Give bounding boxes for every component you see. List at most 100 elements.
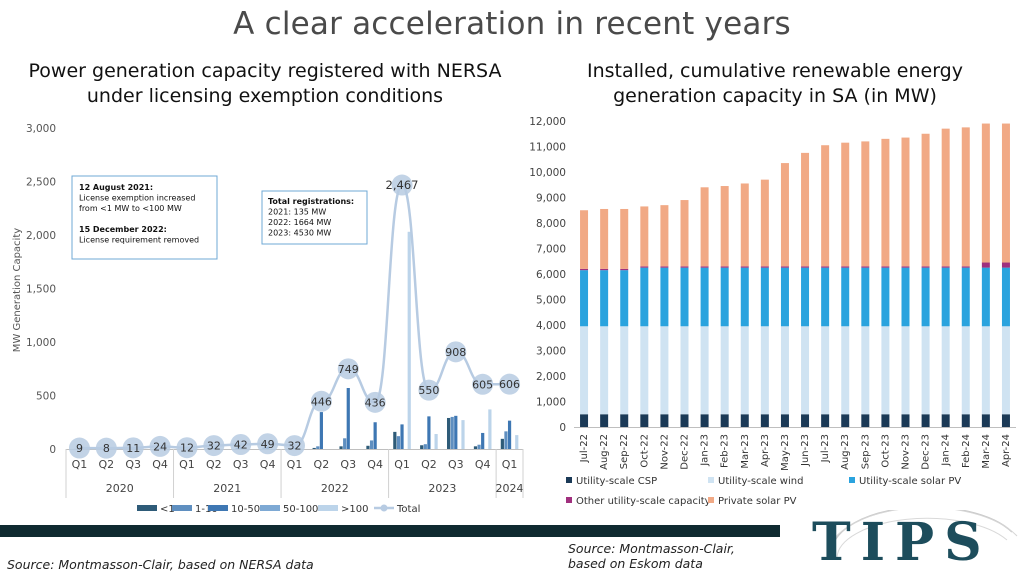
left-x-tick-label: Q1 (179, 458, 195, 471)
right-stacked-bar-segment (801, 326, 810, 415)
right-stacked-bar-segment (921, 326, 930, 415)
footer-bar (0, 525, 780, 537)
left-x-tick-label: Q2 (314, 458, 330, 471)
right-y-tick-label: 0 (559, 422, 566, 434)
left-legend-swatch (137, 505, 157, 511)
right-stacked-bar-segment (760, 179, 769, 267)
right-stacked-bar-segment (660, 267, 669, 327)
right-stacked-bar-segment (680, 267, 689, 327)
right-stacked-bar-segment (881, 267, 890, 327)
right-legend-swatch (708, 477, 714, 483)
right-stacked-bar-segment (901, 267, 910, 327)
left-total-marker (472, 373, 494, 395)
right-x-tick-label: Mar-24 (981, 434, 992, 469)
right-stacked-bar-segment (580, 268, 589, 271)
left-y-axis-label: MW Generation Capacity (12, 228, 23, 352)
right-stacked-bar-segment (700, 267, 709, 327)
right-stacked-bar-segment (600, 270, 609, 327)
left-total-marker (391, 174, 413, 196)
left-total-data-label: 8 (103, 442, 110, 455)
right-stacked-bar-segment (921, 266, 930, 268)
left-x-tick-label: Q3 (233, 458, 249, 471)
right-stacked-bar-segment (921, 267, 930, 327)
right-stacked-bar-segment (981, 267, 990, 327)
right-stacked-bar-segment (941, 326, 950, 415)
left-y-tick-label: 2,500 (26, 177, 56, 189)
right-stacked-bar-segment (961, 414, 970, 427)
right-stacked-bar-segment (841, 414, 850, 427)
left-bar (312, 447, 316, 449)
slide-title: A clear acceleration in recent years (233, 6, 791, 42)
left-total-marker (203, 435, 225, 457)
source-right: Source: Montmasson-Clair, based on Eskom… (568, 541, 735, 571)
left-bar (507, 420, 512, 449)
right-stacked-bar-segment (780, 326, 789, 415)
right-x-tick-label: Sep-22 (619, 434, 630, 469)
right-stacked-bar-segment (700, 187, 709, 267)
right-stacked-bar-segment (600, 208, 609, 269)
right-stacked-bar-segment (600, 326, 609, 415)
left-bar (393, 431, 397, 449)
right-x-tick-label: Oct-23 (880, 434, 891, 468)
right-stacked-bar-segment (740, 183, 749, 267)
right-stacked-bar-segment (821, 266, 830, 268)
right-stacked-bar-segment (640, 266, 649, 268)
left-bar (450, 416, 454, 449)
right-stacked-bar-segment (921, 133, 930, 267)
right-stacked-bar-segment (640, 414, 649, 427)
right-stacked-bar-segment (1001, 262, 1010, 268)
right-stacked-bar-segment (620, 208, 629, 269)
right-y-tick-label: 9,000 (536, 193, 566, 205)
right-stacked-bar-segment (620, 414, 629, 427)
left-total-data-label: 749 (338, 363, 359, 376)
right-stacked-bar-segment (961, 267, 970, 327)
right-stacked-bar-segment (821, 414, 830, 427)
left-bar (319, 412, 323, 449)
right-legend-label: Utility-scale solar PV (859, 476, 961, 487)
left-x-tick-label: Q4 (475, 458, 491, 471)
left-total-marker (95, 437, 117, 459)
left-bar (434, 434, 438, 449)
left-x-tick-label: Q1 (502, 458, 518, 471)
right-stacked-bar-segment (961, 326, 970, 415)
right-stacked-bar-segment (881, 138, 890, 267)
right-stacked-bar-segment (1001, 326, 1010, 415)
left-bar (316, 446, 320, 449)
left-x-tick-label: Q1 (72, 458, 88, 471)
left-bar (369, 440, 374, 449)
right-x-tick-label: Aug-22 (599, 434, 610, 470)
right-stacked-bar-segment (660, 414, 669, 427)
right-stacked-bar-segment (740, 326, 749, 415)
right-y-tick-label: 1,000 (536, 397, 566, 409)
right-stacked-bar-segment (740, 414, 749, 427)
left-bar (373, 422, 377, 449)
right-x-tick-label: Mar-23 (740, 434, 751, 469)
left-total-marker (68, 437, 90, 459)
tips-logo (826, 510, 1018, 559)
right-x-tick-label: Nov-22 (659, 434, 670, 470)
left-bar (461, 420, 465, 449)
left-y-tick-label: 0 (49, 444, 56, 456)
left-annotation-text: 2023: 4530 MW (268, 229, 331, 238)
left-annotation-box (71, 175, 218, 260)
left-total-data-label: 49 (261, 438, 275, 451)
right-x-tick-label: May-23 (780, 434, 791, 471)
left-total-data-label: 605 (472, 378, 493, 391)
right-y-tick-label: 11,000 (529, 142, 566, 154)
right-stacked-bar-segment (600, 414, 609, 427)
left-total-data-label: 32 (207, 440, 221, 453)
right-stacked-bar-segment (580, 326, 589, 415)
left-y-tick-label: 3,000 (26, 123, 56, 135)
right-stacked-bar-segment (861, 326, 870, 415)
left-year-label: 2021 (213, 482, 241, 495)
right-stacked-bar-segment (620, 326, 629, 415)
right-stacked-bar-segment (720, 326, 729, 415)
right-stacked-bar-segment (941, 128, 950, 267)
right-stacked-bar-segment (740, 266, 749, 268)
left-total-marker (418, 379, 440, 401)
right-stacked-bar-segment (861, 267, 870, 327)
left-annotation-text: 2021: 135 MW (268, 208, 326, 217)
left-x-tick-label: Q3 (125, 458, 141, 471)
left-total-marker (310, 390, 332, 412)
right-stacked-bar-segment (780, 414, 789, 427)
